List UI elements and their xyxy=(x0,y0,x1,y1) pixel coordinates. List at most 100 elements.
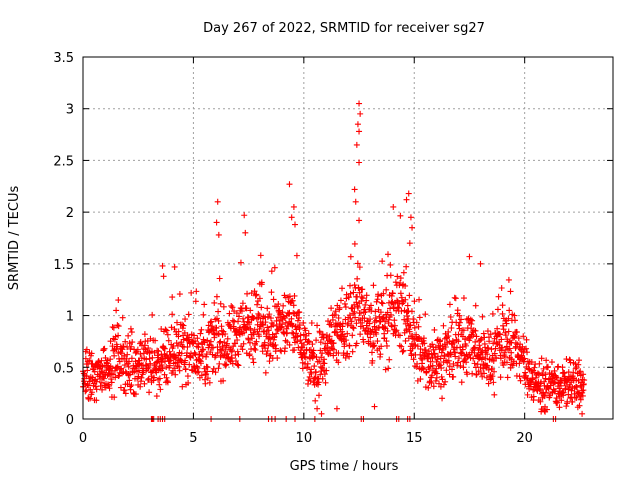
data-point xyxy=(368,349,375,356)
data-point xyxy=(202,380,209,387)
data-point xyxy=(93,386,100,393)
data-point xyxy=(553,373,560,380)
data-point xyxy=(568,387,575,394)
data-point xyxy=(137,350,144,357)
data-point xyxy=(378,343,385,350)
data-point xyxy=(387,272,394,279)
data-point xyxy=(149,311,156,318)
data-point xyxy=(204,337,211,344)
data-point xyxy=(373,330,380,337)
data-point xyxy=(396,342,403,349)
data-point xyxy=(437,362,444,369)
data-point xyxy=(127,386,134,393)
data-point xyxy=(205,322,212,329)
data-point xyxy=(343,337,350,344)
data-point xyxy=(235,362,242,369)
data-point xyxy=(560,369,567,376)
data-point xyxy=(174,319,181,326)
data-point xyxy=(101,375,108,382)
data-point xyxy=(356,217,363,224)
data-point xyxy=(156,375,163,382)
data-point xyxy=(316,358,323,365)
data-point xyxy=(279,309,286,316)
x-tick-label: 0 xyxy=(79,431,87,446)
data-point xyxy=(83,387,90,394)
data-point xyxy=(411,298,418,305)
data-point xyxy=(221,339,228,346)
data-point xyxy=(414,343,421,350)
data-point xyxy=(208,318,215,325)
data-point xyxy=(120,343,127,350)
data-point xyxy=(409,224,416,231)
data-point xyxy=(135,373,142,380)
data-point xyxy=(141,380,148,387)
data-point xyxy=(258,279,265,286)
data-point xyxy=(153,393,160,400)
data-point xyxy=(389,290,396,297)
data-point xyxy=(206,341,213,348)
data-point xyxy=(580,371,587,378)
data-point xyxy=(410,316,417,323)
data-point xyxy=(499,344,506,351)
data-point xyxy=(264,348,271,354)
data-point xyxy=(460,295,467,302)
data-point xyxy=(306,373,313,380)
data-point xyxy=(174,342,181,349)
data-point xyxy=(369,357,376,364)
data-point xyxy=(576,402,583,409)
data-point xyxy=(290,302,297,309)
data-point xyxy=(557,382,564,389)
data-point xyxy=(351,240,358,247)
data-point xyxy=(455,355,462,362)
data-point xyxy=(111,352,118,359)
data-point xyxy=(384,309,391,316)
data-point xyxy=(257,252,264,259)
data-point xyxy=(544,364,551,371)
data-point xyxy=(552,388,559,395)
data-point xyxy=(125,363,132,370)
data-point xyxy=(538,355,545,362)
data-point xyxy=(238,308,245,315)
data-point xyxy=(291,292,298,299)
data-point xyxy=(407,322,414,329)
data-point xyxy=(400,269,407,276)
data-point xyxy=(240,315,247,322)
data-point xyxy=(153,359,160,366)
data-point xyxy=(430,383,437,390)
data-point xyxy=(234,361,241,368)
data-point xyxy=(171,263,178,270)
data-point xyxy=(330,346,337,353)
data-point xyxy=(566,356,573,363)
data-point xyxy=(450,360,457,367)
data-point xyxy=(370,282,377,289)
data-point xyxy=(346,353,353,360)
data-point xyxy=(263,351,270,358)
data-point xyxy=(164,331,171,338)
data-point xyxy=(288,315,295,322)
data-point xyxy=(417,346,424,353)
data-point xyxy=(106,385,113,392)
data-point xyxy=(380,315,387,322)
data-point xyxy=(229,317,236,324)
data-point xyxy=(277,324,284,331)
data-point xyxy=(537,387,544,394)
data-point xyxy=(513,329,520,336)
data-point xyxy=(485,366,492,373)
data-point xyxy=(128,355,135,362)
data-point xyxy=(275,301,282,308)
data-point xyxy=(551,367,558,374)
data-point xyxy=(410,356,417,363)
data-point xyxy=(288,214,295,221)
data-point xyxy=(99,386,106,393)
data-point xyxy=(246,321,253,328)
data-point xyxy=(295,314,302,321)
data-point xyxy=(215,331,222,338)
data-point xyxy=(322,379,329,386)
data-point xyxy=(402,282,409,289)
data-point xyxy=(440,345,447,352)
y-tick-label: 2 xyxy=(66,206,74,221)
data-point xyxy=(166,362,173,369)
data-point xyxy=(250,359,257,366)
data-point xyxy=(220,303,227,310)
data-point xyxy=(176,363,183,370)
